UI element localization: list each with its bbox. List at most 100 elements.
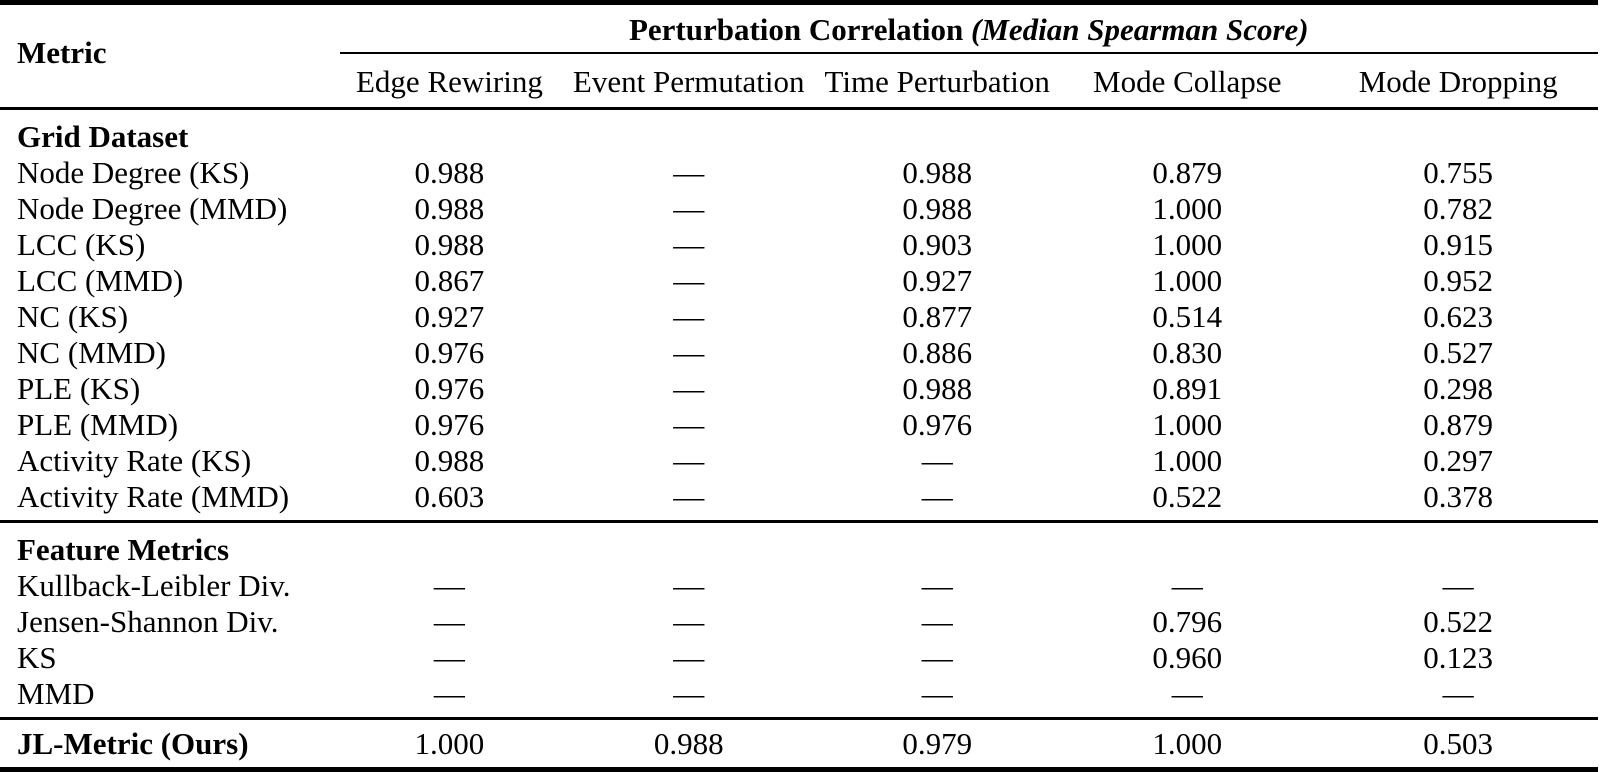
table-row: Node Degree (MMD) 0.988 — 0.988 1.000 0.782 [0,191,1598,227]
cell-value: 0.527 [1423,335,1494,370]
cell-value: 0.952 [1423,263,1494,298]
table-row: LCC (KS) 0.988 — 0.903 1.000 0.915 [0,227,1598,263]
cell-value: — [1442,676,1474,711]
cell-value: — [921,676,953,711]
cell-value: 0.976 [414,371,485,406]
cell-value: 0.988 [414,155,485,190]
column-header-mode-dropping: Mode Dropping [1318,53,1598,110]
cell-value: 0.988 [902,191,973,226]
cell-value: — [673,604,705,639]
cell-value: 0.988 [902,155,973,190]
column-header-mode-collapse: Mode Collapse [1056,53,1319,110]
cell-value: 0.623 [1423,299,1494,334]
table-row-jl-metric: JL-Metric (Ours) 1.000 0.988 0.979 1.000… [0,719,1598,770]
table-row: KS — — — 0.960 0.123 [0,640,1598,676]
span-header-row: Metric Perturbation Correlation (Median … [0,2,1598,110]
cell-value: — [433,676,465,711]
cell-value: 0.503 [1423,726,1494,761]
cell-value: — [433,604,465,639]
cell-value: — [673,155,705,190]
row-label: PLE (MMD) [17,407,179,442]
cell-value: 0.903 [902,227,973,262]
cell-value: 0.988 [653,726,724,761]
row-label: JL-Metric (Ours) [17,726,249,761]
cell-value: 0.886 [902,335,973,370]
cell-value: — [921,604,953,639]
cell-value: — [673,371,705,406]
cell-value: 0.976 [902,407,973,442]
cell-value: 0.297 [1423,443,1494,478]
cell-value: — [673,568,705,603]
cell-value: 1.000 [1152,726,1223,761]
span-header: Perturbation Correlation (Median Spearma… [339,2,1598,54]
row-label: NC (MMD) [17,335,166,370]
table-row: Jensen-Shannon Div. — — — 0.796 0.522 [0,604,1598,640]
cell-value: 0.830 [1152,335,1223,370]
cell-value: — [673,640,705,675]
cell-value: — [921,640,953,675]
cell-value: — [673,407,705,442]
table-section: Feature Metrics Kullback-Leibler Div. — — — —… [0,522,1598,719]
cell-value: — [673,191,705,226]
cell-value: 0.879 [1423,407,1494,442]
row-label: Node Degree (MMD) [17,191,288,226]
cell-value: — [433,568,465,603]
cell-value: — [673,299,705,334]
row-label: KS [17,640,57,675]
section-title-row: Feature Metrics [0,522,1598,569]
cell-value: 0.976 [414,335,485,370]
row-label: Activity Rate (MMD) [17,479,290,514]
cell-value: 1.000 [1152,191,1223,226]
cell-value: — [673,263,705,298]
cell-value: 0.522 [1152,479,1223,514]
cell-value: — [921,568,953,603]
cell-value: 0.927 [414,299,485,334]
cell-value: 0.877 [902,299,973,334]
cell-value: 0.927 [902,263,973,298]
row-label: MMD [17,676,95,711]
section-title: Grid Dataset [17,119,189,154]
cell-value: — [673,676,705,711]
table-row: LCC (MMD) 0.867 — 0.927 1.000 0.952 [0,263,1598,299]
cell-value: — [673,227,705,262]
table-row: PLE (KS) 0.976 — 0.988 0.891 0.298 [0,371,1598,407]
table-row: Node Degree (KS) 0.988 — 0.988 0.879 0.755 [0,155,1598,191]
table-row: Activity Rate (MMD) 0.603 — — 0.522 0.378 [0,479,1598,522]
cell-value: 0.988 [414,191,485,226]
cell-value: 0.988 [902,371,973,406]
row-label: NC (KS) [17,299,129,334]
row-label: LCC (MMD) [17,263,184,298]
cell-value: 1.000 [1152,227,1223,262]
table-header: Metric Perturbation Correlation (Median … [0,2,1598,110]
cell-value: 1.000 [414,726,485,761]
footer-section: JL-Metric (Ours) 1.000 0.988 0.979 1.000… [0,719,1598,770]
cell-value: 0.891 [1152,371,1223,406]
cell-value: 0.378 [1423,479,1494,514]
row-label: Node Degree (KS) [17,155,250,190]
cell-value: — [673,443,705,478]
cell-value: 0.976 [414,407,485,442]
table-section: Grid Dataset Node Degree (KS) 0.988—0.988 0… [0,109,1598,522]
cell-value: 0.867 [414,263,485,298]
column-header-event-permutation: Event Permutation [559,53,819,110]
table-row: NC (KS) 0.927 — 0.877 0.514 0.623 [0,299,1598,335]
cell-value: — [1442,568,1474,603]
cell-value: 0.796 [1152,604,1223,639]
row-label: Kullback-Leibler Div. [17,568,291,603]
table-row: Activity Rate (KS) 0.988 — — 1.000 0.297 [0,443,1598,479]
cell-value: 0.755 [1423,155,1494,190]
cell-value: 0.123 [1423,640,1494,675]
column-header-metric: Metric [0,2,340,110]
cell-value: 0.298 [1423,371,1494,406]
column-headers-row: Edge Rewiring Event Permutation Time Per… [0,53,1598,110]
section-title-row: Grid Dataset [0,109,1598,156]
table-row: Kullback-Leibler Div. — — — — — [0,568,1598,604]
cell-value: 0.988 [414,227,485,262]
cell-value: — [1171,568,1203,603]
cell-value: 0.879 [1152,155,1223,190]
cell-value: 0.960 [1152,640,1223,675]
table-row: PLE (MMD) 0.976 — 0.976 1.000 0.879 [0,407,1598,443]
cell-value: — [921,443,953,478]
table-row: NC (MMD) 0.976 — 0.886 0.830 0.527 [0,335,1598,371]
